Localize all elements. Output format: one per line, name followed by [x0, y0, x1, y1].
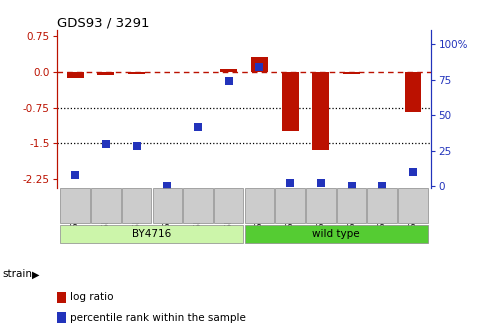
Point: [348, 183, 355, 189]
Point: [163, 183, 171, 189]
Bar: [245, 225, 428, 243]
Bar: [276, 188, 305, 223]
Point: [194, 124, 202, 129]
Bar: [98, 72, 114, 75]
Bar: [122, 188, 151, 223]
Bar: [306, 188, 336, 223]
Bar: [398, 188, 428, 223]
Bar: [343, 72, 360, 74]
Bar: [67, 72, 84, 78]
Point: [317, 181, 325, 186]
Text: percentile rank within the sample: percentile rank within the sample: [70, 312, 246, 323]
Text: strain: strain: [2, 269, 33, 279]
Point: [409, 169, 417, 175]
Point: [255, 65, 263, 70]
Point: [225, 79, 233, 84]
Bar: [91, 188, 121, 223]
Bar: [183, 188, 212, 223]
Bar: [60, 188, 90, 223]
Text: ▶: ▶: [32, 269, 39, 280]
Bar: [152, 188, 182, 223]
Bar: [313, 72, 329, 150]
Bar: [282, 72, 299, 131]
Point: [286, 181, 294, 186]
Text: wild type: wild type: [313, 229, 360, 239]
Point: [71, 172, 79, 177]
Bar: [128, 72, 145, 74]
Text: GDS93 / 3291: GDS93 / 3291: [57, 16, 149, 29]
Bar: [245, 188, 274, 223]
Bar: [220, 69, 237, 72]
Bar: [251, 57, 268, 72]
Text: log ratio: log ratio: [70, 292, 114, 302]
Bar: [367, 188, 397, 223]
Bar: [214, 188, 244, 223]
Point: [378, 183, 386, 189]
Point: [102, 141, 110, 146]
Point: [133, 144, 141, 149]
Bar: [337, 188, 366, 223]
Bar: [60, 225, 244, 243]
Bar: [404, 72, 422, 112]
Text: BY4716: BY4716: [132, 229, 172, 239]
